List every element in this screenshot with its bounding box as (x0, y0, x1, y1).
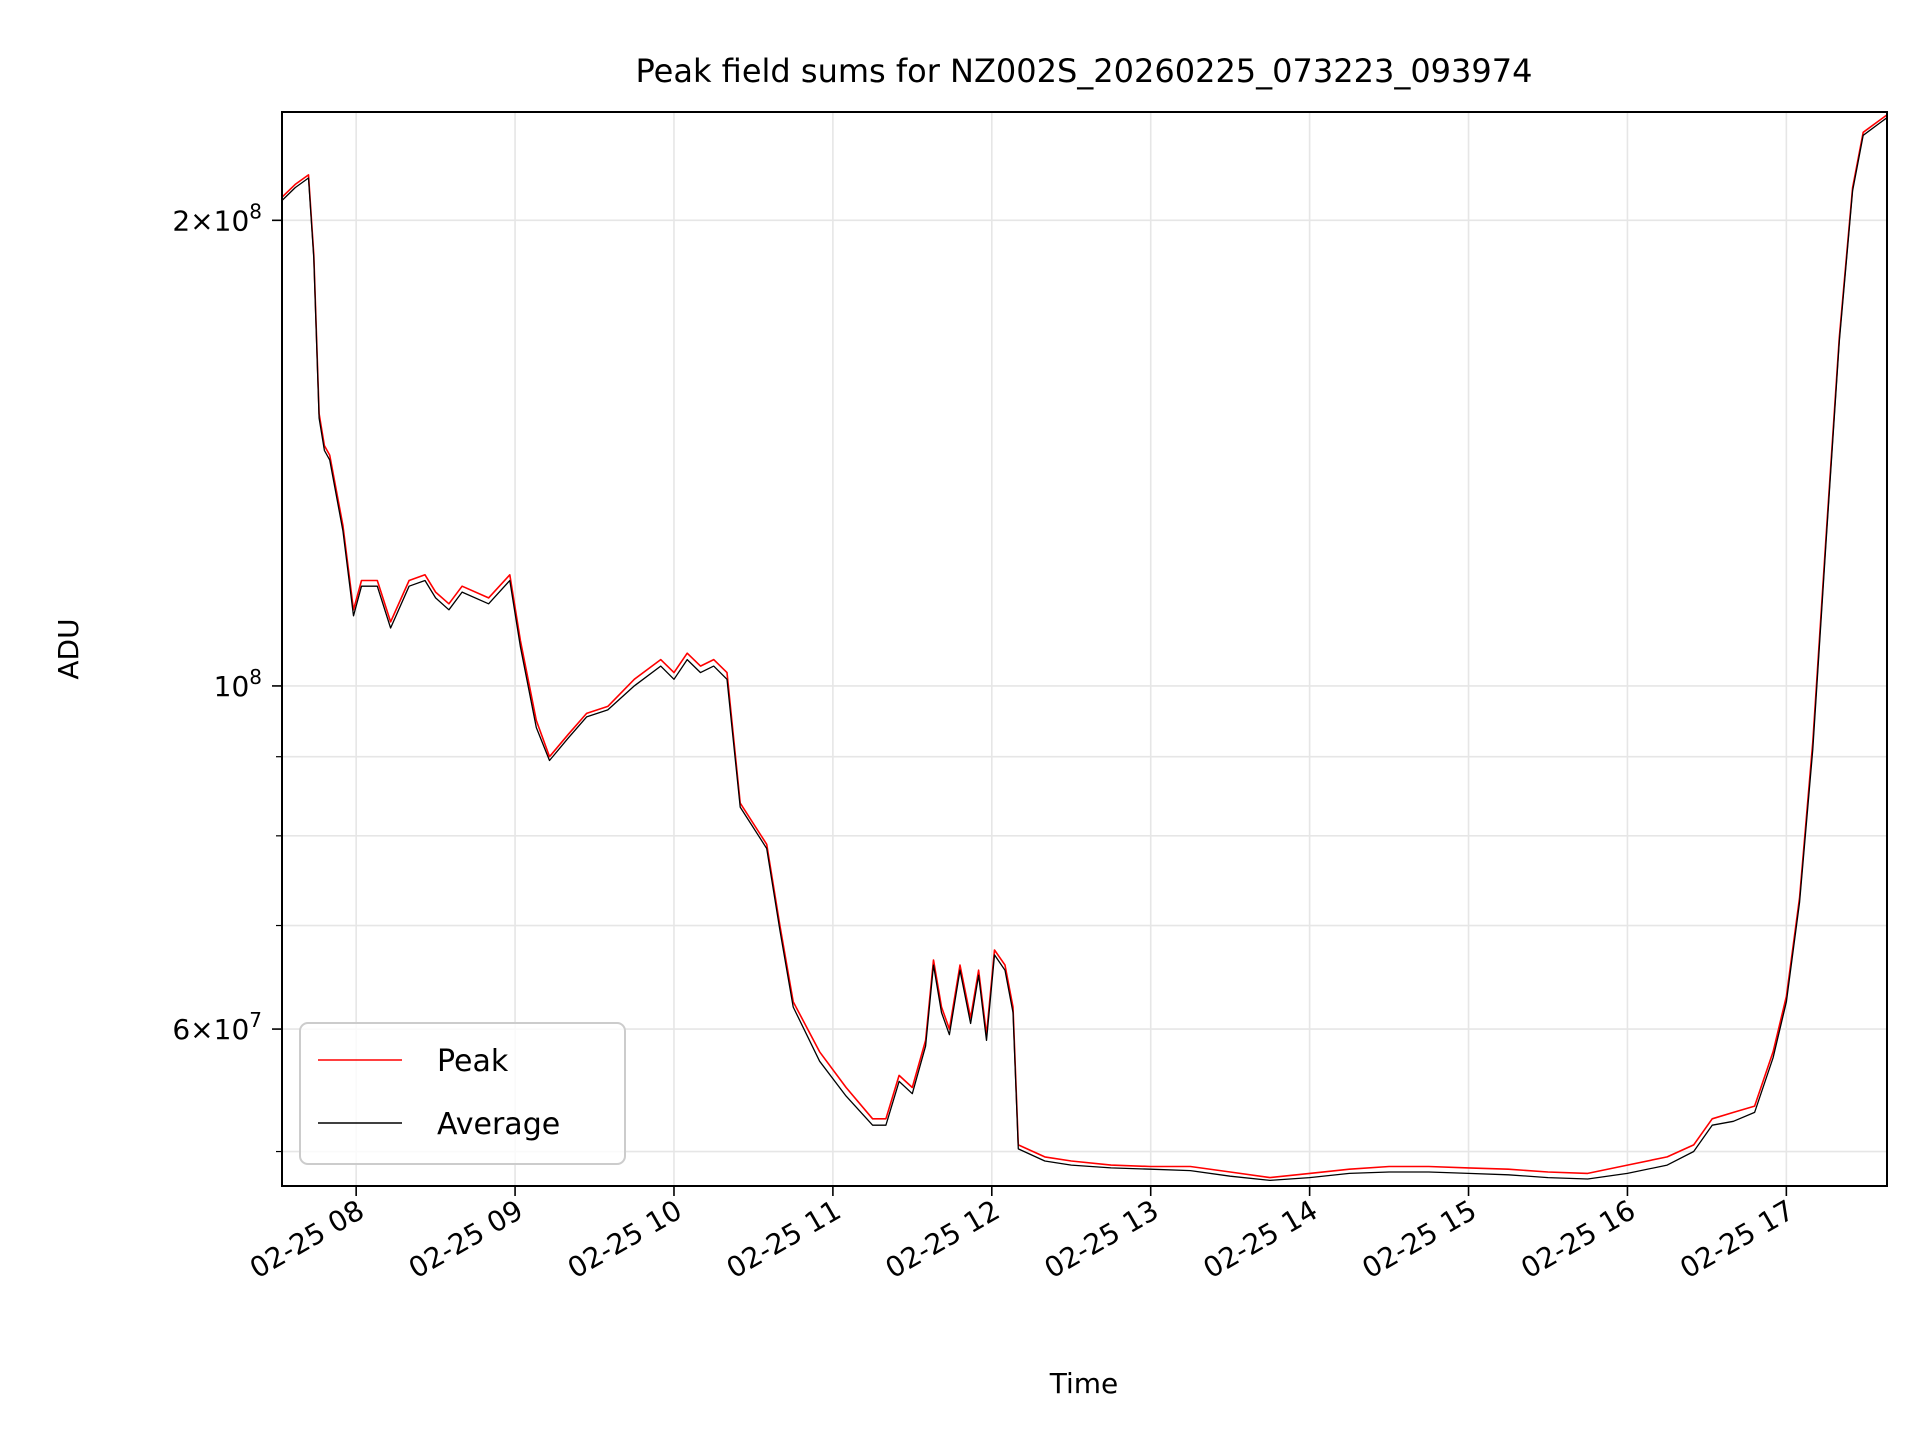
grid (282, 112, 1887, 1186)
y-axis: 6×107 108 2×108 (172, 199, 282, 1153)
legend-average-label: Average (437, 1107, 560, 1142)
y-tick-label: 6×107 (172, 1008, 262, 1046)
legend-box (299, 1022, 626, 1165)
y-tick-label: 2×108 (172, 199, 262, 237)
series-layer (281, 114, 1888, 1182)
plot-frame (281, 111, 1888, 1187)
chart-title: Peak field sums for NZ002S_20260225_0732… (636, 52, 1533, 90)
y-axis-label: ADU (52, 618, 85, 679)
x-axis-label: Time (1049, 1367, 1119, 1400)
y-tick-label: 108 (214, 665, 262, 703)
legend-peak-label: Peak (437, 1044, 509, 1079)
legend: Peak Average (299, 1022, 626, 1165)
series-line-average (281, 117, 1888, 1182)
